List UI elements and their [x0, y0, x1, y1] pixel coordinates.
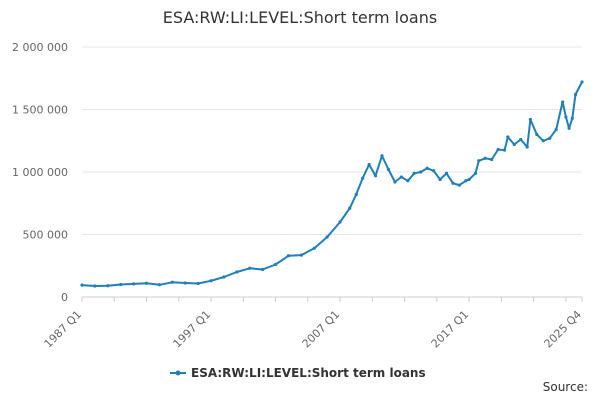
data-point	[222, 275, 226, 279]
data-point	[132, 282, 136, 286]
source-label: Source:	[542, 380, 588, 394]
x-tick-label: 1997 Q1	[171, 308, 214, 351]
data-point	[393, 180, 397, 184]
data-point	[457, 183, 462, 187]
data-point	[451, 181, 455, 185]
data-point	[419, 170, 423, 174]
data-point	[548, 136, 552, 140]
data-point	[273, 262, 278, 267]
x-tick-label: 1987 Q1	[42, 308, 85, 351]
data-point	[432, 169, 436, 173]
data-point	[496, 147, 500, 152]
data-point	[386, 167, 391, 172]
data-point	[380, 154, 384, 158]
data-point	[564, 115, 568, 119]
data-point	[519, 137, 523, 142]
data-point	[483, 156, 487, 160]
legend[interactable]: ESA:RW:LI:LEVEL:Short term loans	[170, 366, 426, 380]
data-point	[361, 176, 365, 180]
data-point	[367, 162, 371, 167]
data-point	[80, 283, 84, 287]
data-point	[512, 142, 516, 147]
data-point	[528, 117, 532, 122]
data-point	[573, 92, 578, 97]
chart-title: ESA:RW:LI:LEVEL:Short term loans	[162, 8, 438, 27]
data-point	[299, 253, 303, 257]
data-point	[570, 116, 574, 120]
data-point	[338, 220, 342, 224]
data-point	[490, 157, 494, 162]
data-point	[286, 254, 291, 258]
data-point	[106, 284, 110, 288]
data-point	[561, 100, 565, 104]
axes: 0 500 000 1 000 000 1 500 000 2 000 000 1987 …	[12, 41, 584, 350]
y-tick-label: 0	[61, 291, 68, 304]
data-point	[425, 166, 429, 170]
data-point	[170, 280, 174, 284]
data-point	[567, 126, 571, 130]
x-tick-label: 2025 Q4	[542, 308, 585, 351]
series-layer	[80, 80, 584, 288]
data-point	[444, 171, 449, 175]
data-point	[261, 267, 265, 272]
data-point	[93, 284, 97, 288]
grid-lines	[82, 46, 582, 298]
data-point	[144, 281, 149, 285]
data-point	[525, 145, 529, 149]
x-tick-label: 2007 Q1	[300, 308, 343, 351]
data-point	[373, 174, 378, 178]
data-point	[354, 192, 358, 197]
data-point	[554, 127, 558, 132]
y-tick-label: 1 500 000	[12, 104, 68, 117]
data-point	[312, 246, 316, 250]
data-point	[235, 270, 239, 274]
data-point	[157, 283, 162, 287]
data-point	[325, 235, 329, 239]
y-tick-label: 1 000 000	[12, 166, 68, 179]
data-point	[467, 177, 471, 182]
data-point	[406, 179, 410, 183]
data-point	[502, 148, 507, 152]
data-point	[473, 171, 478, 175]
series-line	[81, 81, 583, 287]
data-point	[196, 281, 200, 286]
x-tick-label: 2017 Q1	[429, 308, 472, 351]
data-point	[477, 159, 481, 163]
data-point	[209, 279, 213, 283]
data-point	[464, 179, 468, 183]
data-point	[412, 171, 416, 175]
y-tick-label: 500 000	[23, 229, 69, 242]
data-point	[248, 266, 252, 270]
data-point	[119, 282, 123, 287]
data-point	[183, 281, 187, 285]
data-point	[438, 177, 442, 182]
legend-label[interactable]: ESA:RW:LI:LEVEL:Short term loans	[191, 366, 426, 380]
data-point	[348, 206, 352, 210]
data-point	[541, 139, 545, 143]
data-point	[580, 80, 584, 84]
data-point	[506, 135, 510, 139]
y-tick-label: 2 000 000	[12, 41, 68, 54]
data-point	[535, 132, 539, 137]
legend-marker-icon	[175, 370, 181, 376]
data-point	[399, 175, 403, 179]
